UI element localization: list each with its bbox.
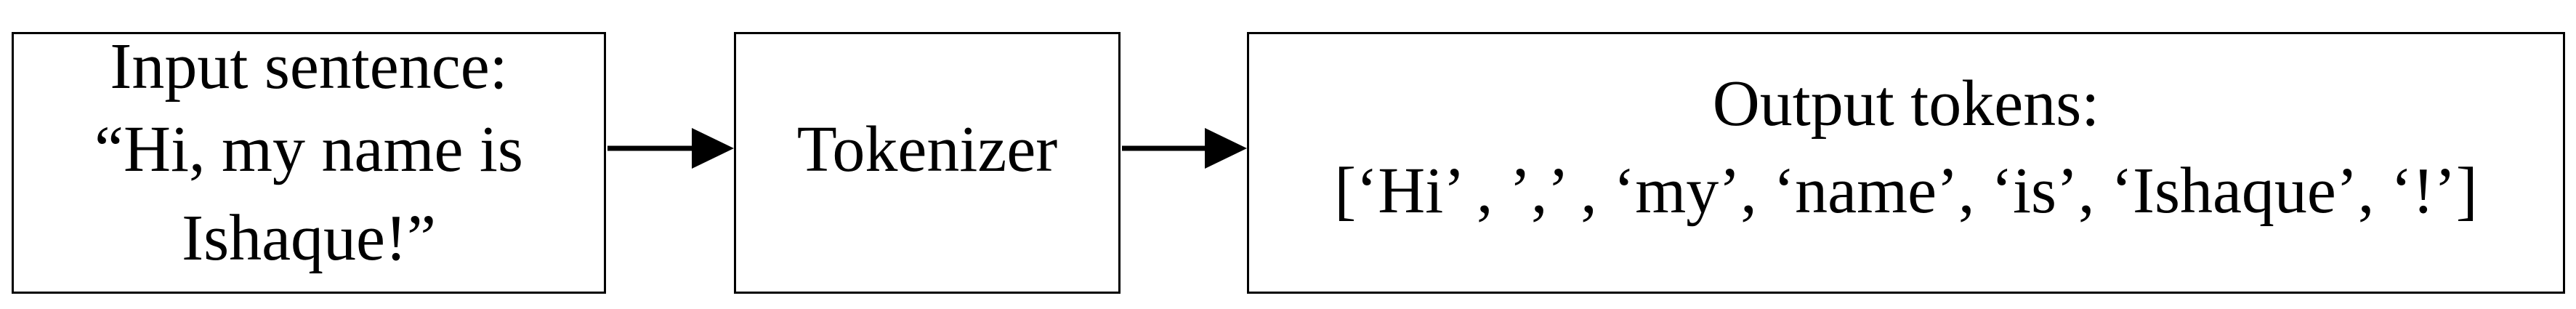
output-tokens-box (1247, 32, 2565, 294)
tokenizer-box (734, 32, 1121, 294)
tokenizer-label: Tokenizer (796, 113, 1058, 185)
output-tokens-heading: Output tokens: (1712, 68, 2100, 140)
arrow-input-to-tokenizer (607, 128, 734, 169)
input-sentence-heading: Input sentence: (110, 31, 508, 103)
input-sentence-text-line2: Ishaque!” (182, 202, 436, 274)
arrow-tokenizer-to-output (1122, 128, 1247, 169)
input-sentence-box (12, 32, 606, 294)
output-tokens-list: [‘Hi’ , ’,’ , ‘my’, ‘name’, ‘is’, ‘Ishaq… (1334, 155, 2478, 227)
input-sentence-text-line1: “Hi, my name is (94, 113, 523, 185)
